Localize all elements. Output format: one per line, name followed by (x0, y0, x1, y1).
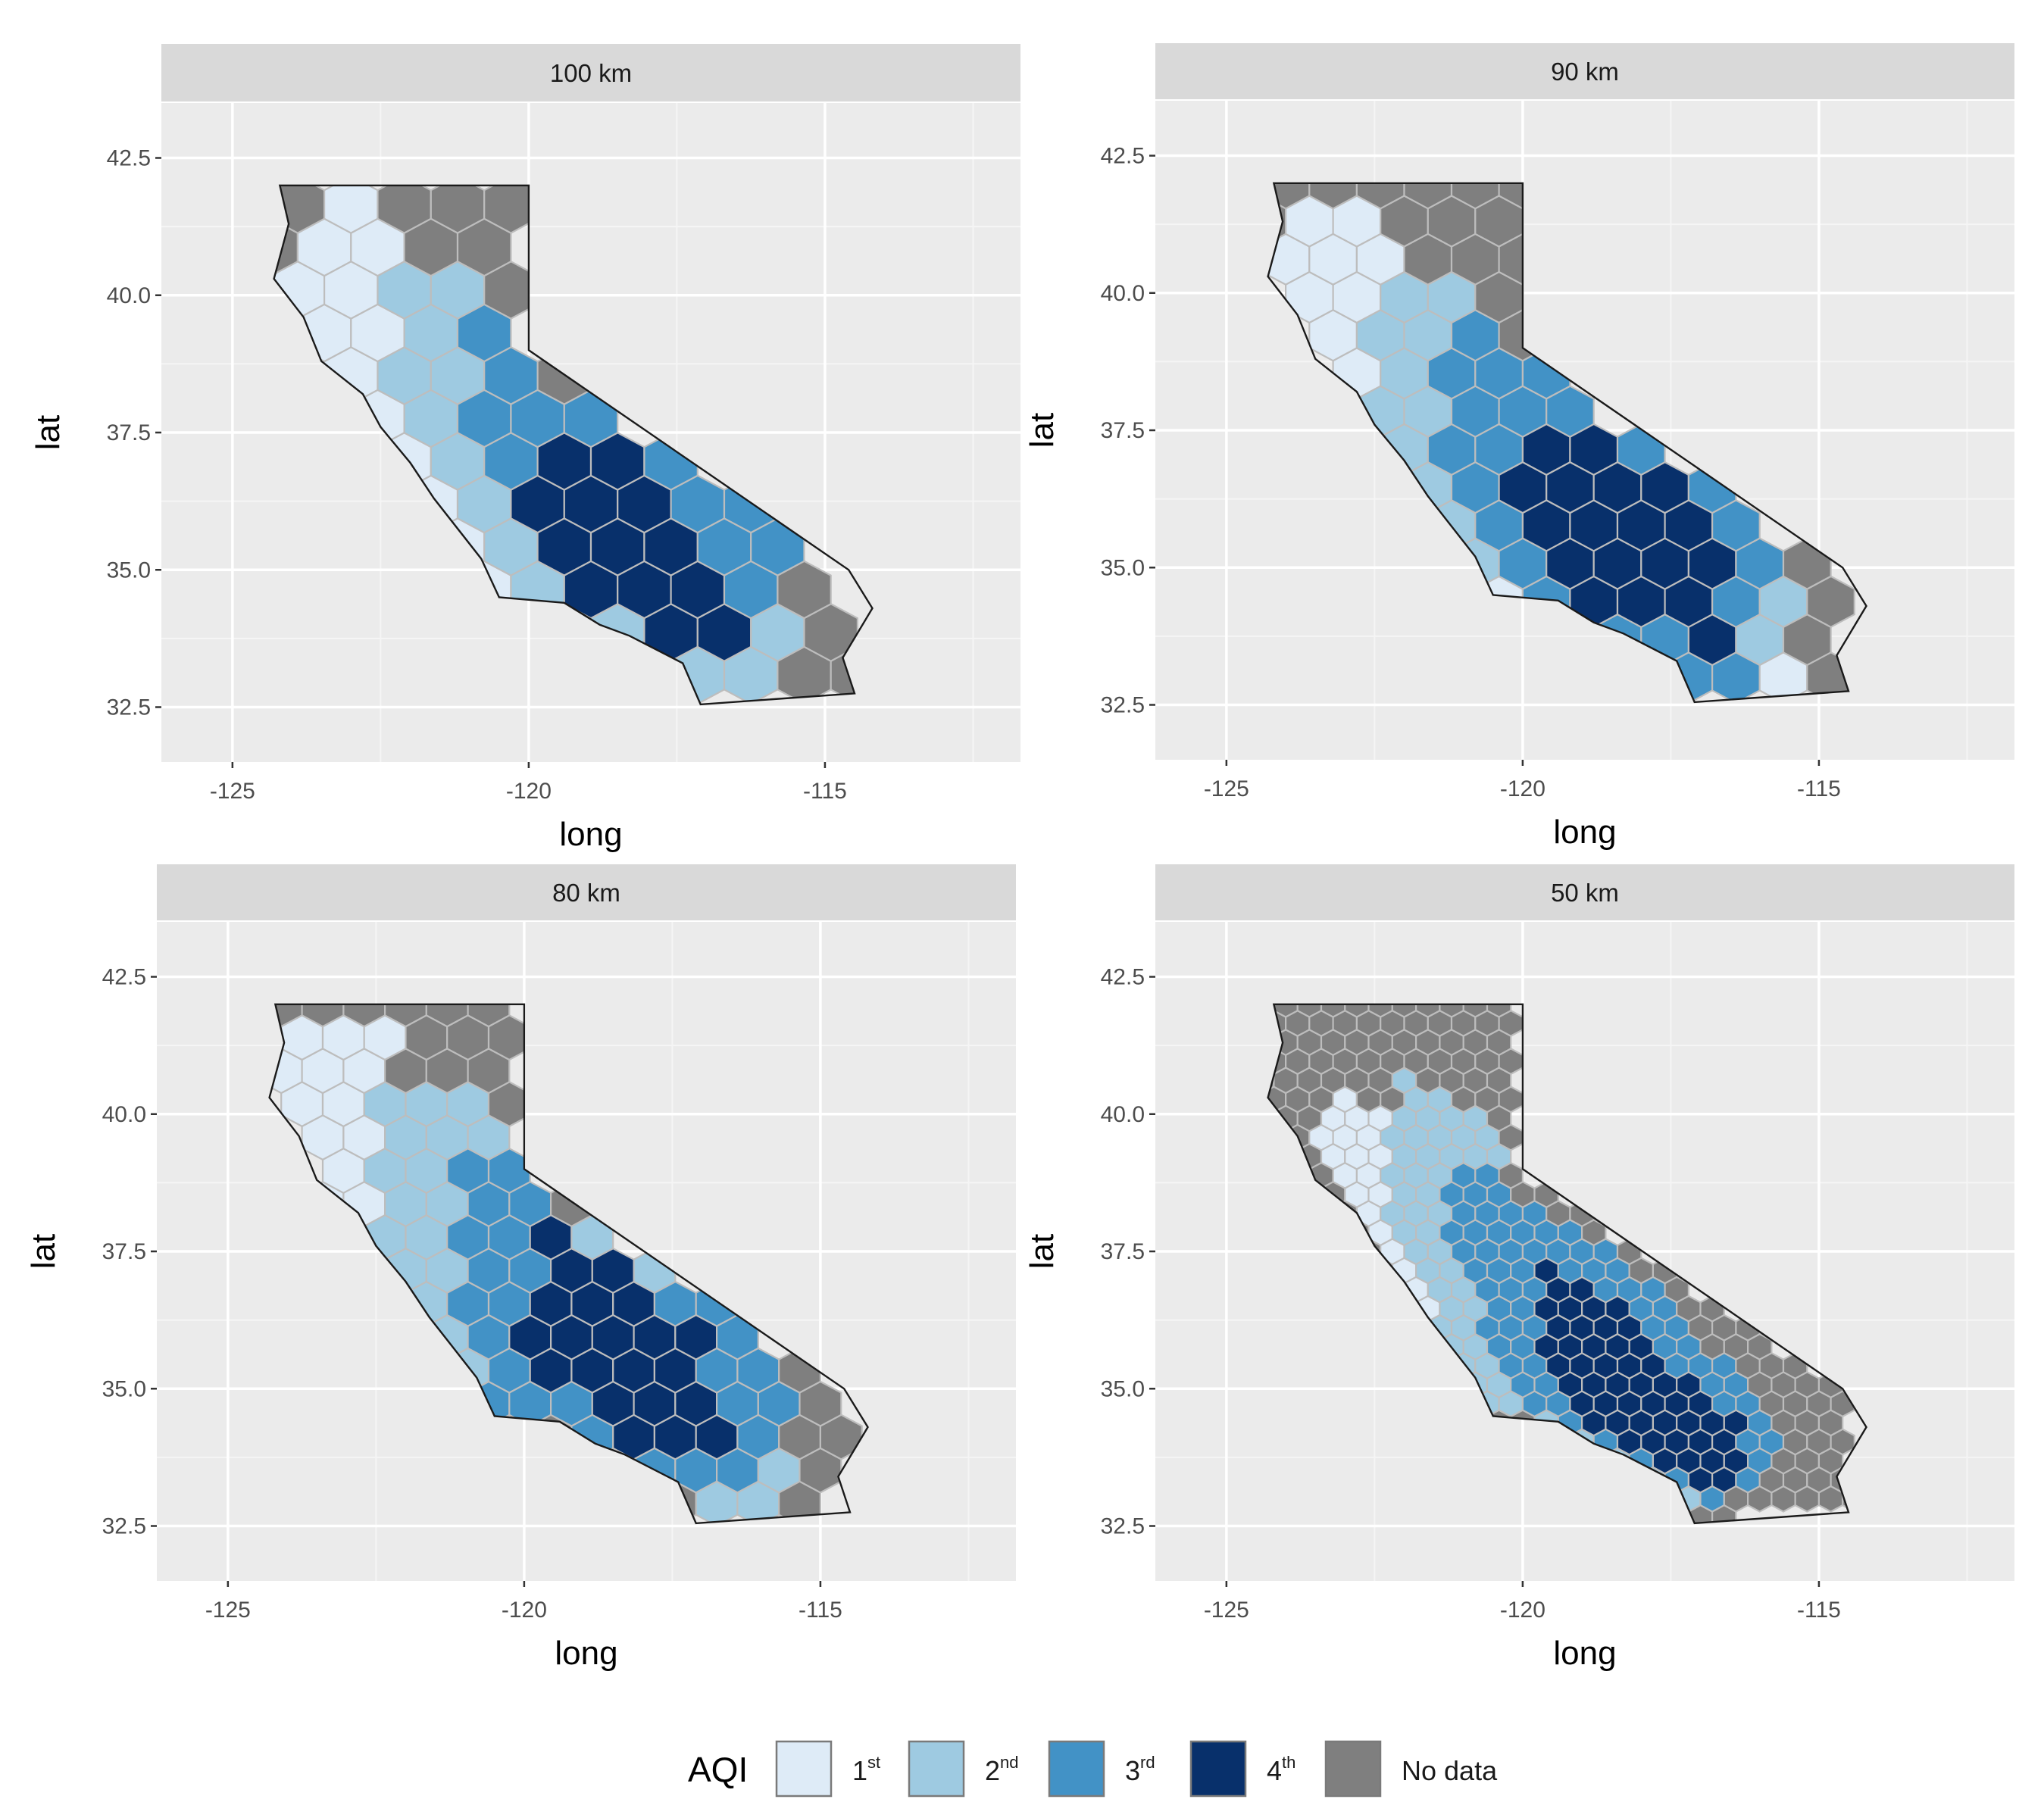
facet-strip-title: 80 km (552, 879, 620, 907)
x-axis-ticks: -125 -120 -115 (210, 762, 847, 804)
legend-label-q3: 3rd (1125, 1753, 1155, 1786)
x-tick-label: -115 (1797, 776, 1841, 801)
california-outline (1267, 182, 1867, 704)
x-tick-label: -120 (506, 779, 552, 804)
y-tick-label: 32.5 (102, 1514, 146, 1539)
x-tick-label: -125 (205, 1598, 251, 1623)
x-tick-label: -120 (1500, 1598, 1546, 1623)
facet-strip (1155, 43, 2014, 99)
legend-key-q4 (1189, 1740, 1247, 1798)
legend-label-q2: 2nd (985, 1753, 1019, 1786)
legend-key-q3 (1048, 1740, 1105, 1798)
x-axis-title: long (1553, 814, 1616, 851)
facet-strip-title: 50 km (1551, 879, 1619, 907)
y-tick-label: 35.0 (102, 1376, 146, 1401)
y-tick-label: 37.5 (1101, 418, 1145, 443)
facet-strip (161, 44, 1020, 102)
x-axis-ticks: -125 -120 -115 (205, 1581, 842, 1623)
facet-panel-50km: 50 km -125 -120 -115 32.535.037.540.042.5 … (1024, 864, 2014, 1672)
facet-panel-100km: 100 km -125 -120 -115 32.5 35.0 37.5 40.0 42.5… (30, 44, 1020, 853)
hexbin-cell-nodata (467, 1004, 511, 1028)
california-outline (273, 184, 874, 706)
y-tick-label: 42.5 (102, 965, 146, 990)
y-axis-title: lat (1024, 1234, 1061, 1269)
legend-key-nodata (1324, 1740, 1382, 1798)
legend-items: 1st 2nd 3rd 4th No data (775, 1740, 1498, 1798)
x-tick-label: -125 (210, 779, 255, 804)
y-tick-label: 42.5 (1101, 965, 1145, 990)
y-tick-label: 37.5 (102, 1239, 146, 1264)
x-axis-title: long (559, 816, 622, 853)
y-axis-title: lat (25, 1234, 62, 1269)
y-tick-label: 42.5 (1101, 144, 1145, 169)
y-axis-title: lat (1024, 413, 1061, 448)
x-axis-ticks: -125 -120 -115 (1204, 760, 1841, 801)
facet-strip (1155, 864, 2014, 920)
hexbin-layer (1267, 1004, 1867, 1523)
y-axis-title: lat (30, 415, 67, 450)
y-tick-label: 32.5 (1101, 693, 1145, 718)
hexbin-cell-nodata (1486, 1004, 1512, 1018)
facet-strip-title: 100 km (550, 59, 632, 87)
y-tick-label: 40.0 (102, 1102, 146, 1127)
x-tick-label: -115 (799, 1598, 842, 1623)
legend-label-q4: 4th (1267, 1753, 1295, 1786)
legend-key-q2 (908, 1740, 965, 1798)
y-axis-ticks: 32.5 35.0 37.5 40.0 42.5 (107, 146, 161, 720)
x-axis-title: long (1553, 1635, 1616, 1672)
y-axis-ticks: 32.5 35.0 37.5 40.0 42.5 (1101, 965, 1155, 1539)
y-tick-label: 40.0 (107, 283, 151, 308)
california-outline (1267, 1003, 1867, 1525)
legend: AQI 1st 2nd 3rd 4th No data (688, 1740, 1498, 1798)
y-tick-label: 40.0 (1101, 281, 1145, 306)
legend-title: AQI (688, 1750, 748, 1789)
y-tick-label: 42.5 (107, 146, 151, 171)
x-tick-label: -120 (1500, 776, 1546, 801)
y-tick-label: 37.5 (107, 420, 151, 445)
x-tick-label: -125 (1204, 776, 1249, 801)
y-tick-label: 35.0 (1101, 1376, 1145, 1401)
y-tick-label: 35.0 (1101, 555, 1145, 580)
y-axis-ticks: 32.5 35.0 37.5 40.0 42.5 (102, 965, 157, 1539)
facet-strip-title: 90 km (1551, 58, 1619, 86)
x-tick-label: -125 (1204, 1598, 1249, 1623)
legend-key-q1 (775, 1740, 833, 1798)
x-axis-ticks: -125 -120 -115 (1204, 1581, 1841, 1623)
x-tick-label: -115 (803, 779, 847, 804)
x-tick-label: -120 (502, 1598, 547, 1623)
y-tick-label: 32.5 (107, 695, 151, 720)
hexbin-layer (1267, 183, 1855, 702)
y-tick-label: 40.0 (1101, 1102, 1145, 1127)
california-outline (268, 1003, 869, 1525)
y-axis-ticks: 32.5 35.0 37.5 40.0 42.5 (1101, 144, 1155, 718)
facet-strip (157, 864, 1016, 920)
y-tick-label: 35.0 (107, 558, 151, 583)
facet-panel-80km: 80 km -125 -120 -115 32.535.037.540.042.5 … (25, 864, 1016, 1672)
y-tick-label: 32.5 (1101, 1514, 1145, 1539)
x-tick-label: -115 (1797, 1598, 1841, 1623)
legend-label-q1: 1st (852, 1753, 880, 1786)
legend-label-nodata: No data (1402, 1755, 1498, 1786)
y-tick-label: 37.5 (1101, 1239, 1145, 1264)
facet-panel-90km: 90 km -125 -120 -115 32.535.037.540.042.5 … (1024, 43, 2014, 851)
x-axis-title: long (555, 1635, 617, 1672)
